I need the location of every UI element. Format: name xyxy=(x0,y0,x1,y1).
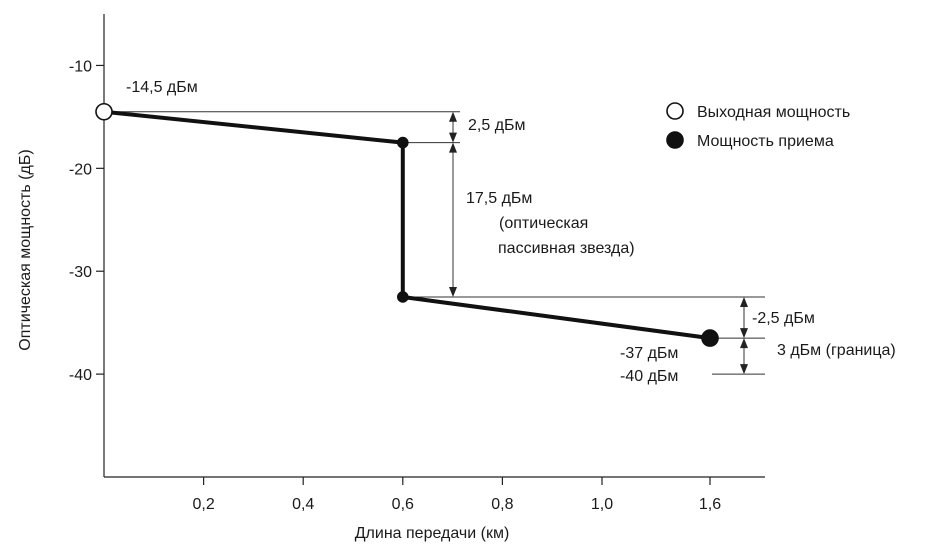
annotation-loss-2: -2,5 дБм xyxy=(752,310,815,327)
dim-star-loss-arrow-down xyxy=(449,287,457,297)
x-axis-title: Длина передачи (км) xyxy=(355,525,510,542)
data-point-vertex xyxy=(398,292,408,302)
annotation-star-loss-line-2: (оптическая xyxy=(499,215,588,232)
reference-lines xyxy=(104,112,765,374)
annotation-star-loss-line-3: пассивная звезда) xyxy=(498,240,635,257)
x-tick-label: 0,8 xyxy=(491,496,513,513)
x-tick-label: 1,6 xyxy=(699,496,721,513)
y-tick-label: -40 xyxy=(69,367,92,384)
annotation-start-level: -14,5 дБм xyxy=(126,79,198,96)
annotation-loss-1: 2,5 дБм xyxy=(468,117,526,134)
data-point-marker xyxy=(702,330,718,346)
dim-loss-2-arrow-down xyxy=(740,328,748,338)
x-tick-label: 0,4 xyxy=(292,496,314,513)
dim-star-loss-arrow-up xyxy=(449,143,457,153)
dim-margin-arrow-up xyxy=(740,338,748,348)
annotation-receive-level: -37 дБм xyxy=(620,345,678,362)
legend-marker-receive xyxy=(667,132,683,148)
annotation-margin: 3 дБм (граница) xyxy=(777,342,896,359)
tick-group: -10 -20 -30 -40 0,2 0,4 0,6 0,8 1,0 1,6 xyxy=(69,58,721,513)
data-point-marker xyxy=(96,104,112,120)
axes xyxy=(104,14,765,477)
legend-label-output: Выходная мощность xyxy=(697,104,850,121)
x-tick-label: 0,2 xyxy=(192,496,214,513)
legend-marker-output xyxy=(667,103,683,119)
marker-group xyxy=(96,104,718,346)
x-tick-label: 1,0 xyxy=(591,496,613,513)
data-point-vertex xyxy=(398,138,408,148)
y-axis-title: Оптическая мощность (дБ) xyxy=(17,149,34,350)
annotation-star-loss-line-1: 17,5 дБм xyxy=(466,190,532,207)
x-tick-label: 0,6 xyxy=(392,496,414,513)
y-tick-label: -20 xyxy=(69,161,92,178)
y-tick-label: -10 xyxy=(69,58,92,75)
legend-label-receive: Мощность приема xyxy=(697,133,834,150)
y-tick-label: -30 xyxy=(69,264,92,281)
annotation-limit-level: -40 дБм xyxy=(620,368,678,385)
legend: Выходная мощность Мощность приема xyxy=(667,103,850,150)
dim-loss-1-arrow-up xyxy=(449,112,457,122)
dim-loss-1-arrow-down xyxy=(449,133,457,143)
dim-margin-arrow-down xyxy=(740,364,748,374)
dim-loss-2-arrow-up xyxy=(740,297,748,307)
